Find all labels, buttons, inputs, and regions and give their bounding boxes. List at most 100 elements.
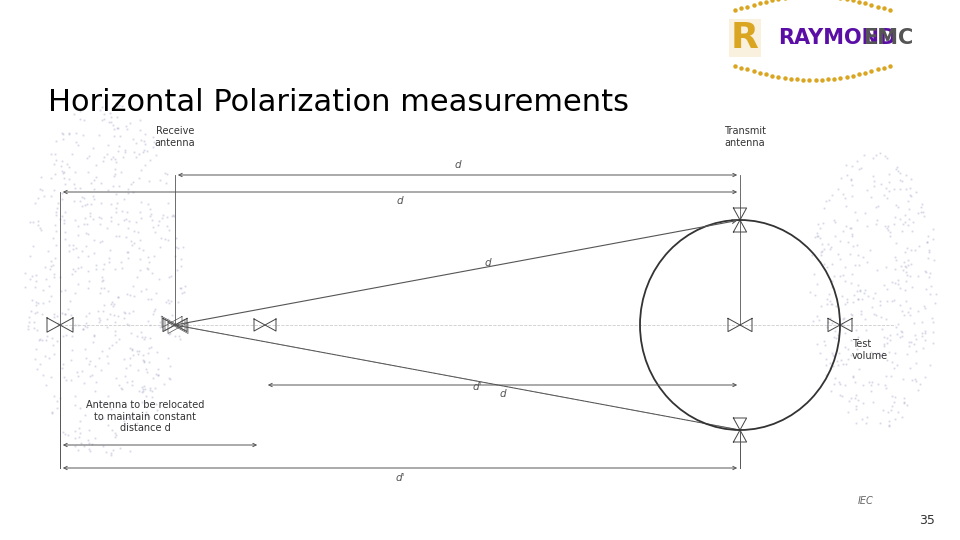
Point — [161, 225, 177, 234]
Point — [918, 266, 933, 275]
Point — [908, 335, 924, 343]
Point — [142, 386, 157, 395]
Point — [914, 318, 929, 326]
Point — [917, 327, 932, 335]
Point — [147, 252, 162, 260]
Point — [106, 301, 121, 310]
Point — [139, 411, 155, 420]
Point — [84, 440, 100, 448]
Point — [819, 370, 834, 379]
Point — [146, 138, 161, 147]
Point — [28, 298, 43, 306]
Point — [44, 261, 60, 270]
Point — [865, 172, 880, 181]
Point — [842, 396, 857, 405]
Point — [96, 301, 111, 309]
Point — [896, 265, 911, 274]
Point — [143, 295, 158, 303]
Point — [135, 387, 151, 395]
Point — [102, 258, 117, 267]
Point — [28, 345, 43, 353]
Point — [887, 185, 902, 193]
Point — [822, 244, 837, 253]
Point — [884, 372, 900, 380]
Point — [840, 298, 855, 306]
Point — [110, 293, 126, 301]
Point — [876, 348, 891, 357]
Point — [921, 253, 936, 262]
Text: RAYMOND: RAYMOND — [778, 28, 897, 48]
Point — [809, 228, 825, 237]
Point — [131, 228, 146, 237]
Point — [161, 298, 177, 307]
Point — [851, 261, 866, 269]
Point — [147, 384, 162, 393]
Point — [119, 364, 134, 373]
Point — [93, 284, 108, 292]
Point — [36, 286, 51, 294]
Point — [849, 326, 864, 335]
Point — [28, 271, 43, 280]
Point — [82, 439, 97, 448]
Text: Receive
antenna: Receive antenna — [155, 126, 195, 148]
Point — [903, 174, 919, 183]
Point — [844, 232, 859, 240]
Point — [92, 219, 108, 228]
Point — [902, 272, 918, 280]
Point — [82, 372, 97, 381]
Point — [30, 364, 45, 373]
Point — [104, 341, 119, 349]
Point — [82, 151, 97, 160]
Point — [901, 191, 917, 199]
Point — [118, 146, 133, 154]
Point — [915, 331, 930, 340]
Point — [901, 342, 917, 350]
Point — [858, 315, 874, 323]
Point — [110, 220, 126, 228]
Point — [86, 235, 102, 244]
Point — [49, 337, 64, 346]
Point — [821, 289, 836, 298]
Point — [835, 226, 851, 235]
Point — [104, 217, 119, 225]
Point — [850, 295, 865, 303]
Point — [108, 190, 124, 199]
Point — [116, 313, 132, 322]
Point — [837, 262, 852, 271]
Point — [47, 221, 62, 230]
Point — [811, 220, 827, 228]
Point — [129, 218, 144, 227]
Point — [132, 235, 148, 244]
Point — [176, 243, 191, 252]
Point — [897, 397, 912, 406]
Point — [827, 373, 842, 382]
Point — [162, 362, 178, 370]
Point — [92, 238, 108, 246]
Point — [881, 422, 897, 430]
Point — [882, 331, 898, 340]
Point — [154, 312, 169, 321]
Point — [36, 191, 52, 200]
Point — [890, 329, 905, 338]
Point — [24, 295, 39, 304]
Point — [101, 343, 116, 352]
Point — [52, 273, 67, 281]
Point — [22, 275, 37, 284]
Point — [876, 406, 891, 414]
Point — [897, 286, 912, 295]
Point — [134, 333, 150, 341]
Point — [87, 361, 103, 370]
Point — [61, 240, 77, 249]
Point — [53, 394, 68, 403]
Point — [900, 256, 916, 265]
Point — [824, 387, 839, 395]
Point — [849, 390, 864, 399]
Point — [835, 314, 851, 323]
Point — [149, 406, 164, 414]
Point — [103, 212, 118, 221]
Point — [108, 331, 123, 340]
Point — [127, 291, 142, 300]
Point — [812, 258, 828, 267]
Point — [38, 275, 54, 284]
Point — [107, 132, 122, 140]
